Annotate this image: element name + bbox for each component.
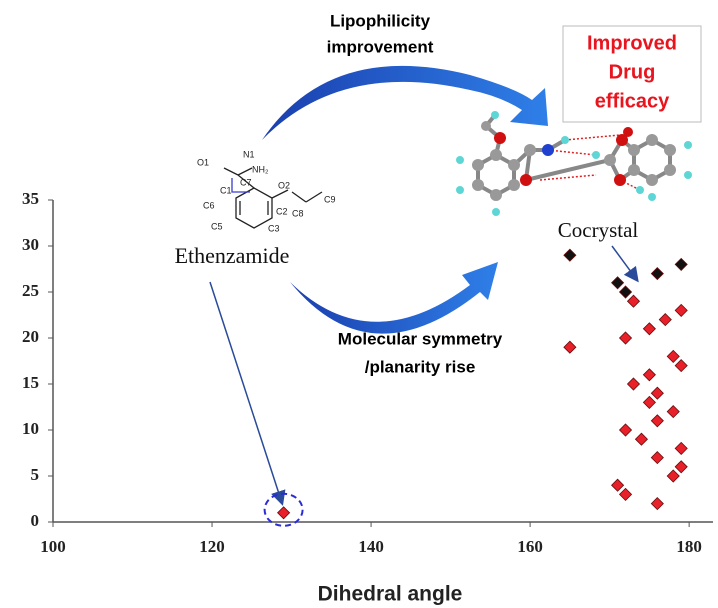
- point: [675, 442, 687, 454]
- annotation: Lipophilicity: [330, 11, 431, 30]
- annotation: improvement: [327, 37, 434, 56]
- point: [651, 387, 663, 399]
- annotation: Improved: [587, 32, 677, 54]
- point: [635, 433, 647, 445]
- atom-label: O1: [197, 157, 209, 167]
- point: [659, 314, 671, 326]
- point: [675, 304, 687, 316]
- point: [612, 479, 624, 491]
- point: [620, 332, 632, 344]
- atom-label: N1: [243, 149, 255, 159]
- atom-label: C9: [324, 194, 336, 204]
- cocrystal-label: Cocrystal: [558, 218, 639, 242]
- annotation: /planarity rise: [365, 357, 476, 376]
- annotation: Drug: [609, 61, 656, 83]
- point: [278, 507, 290, 519]
- y-tick-label: 25: [22, 281, 39, 300]
- atom-label: NH₂: [252, 164, 269, 174]
- atom-label: C2: [276, 206, 288, 216]
- point: [620, 286, 632, 298]
- atom-label: C5: [211, 221, 223, 231]
- chart: Lipophilicity improvement Improved Drug …: [0, 0, 718, 608]
- y-tick-label: 0: [31, 511, 40, 530]
- point: [675, 461, 687, 473]
- annotation: efficacy: [595, 90, 670, 112]
- point: [612, 277, 624, 289]
- x-tick-label: 160: [517, 537, 543, 556]
- atom-label: O2: [278, 180, 290, 190]
- pointer-arrow: [612, 246, 637, 280]
- drug-label: Ethenzamide: [175, 243, 290, 268]
- point: [667, 406, 679, 418]
- atom-label: C7: [240, 177, 252, 187]
- atom-label: C6: [203, 200, 215, 210]
- point: [651, 452, 663, 464]
- point: [564, 249, 576, 261]
- point: [620, 488, 632, 500]
- atom-label: C1: [220, 185, 232, 195]
- x-tick-label: 140: [358, 537, 384, 556]
- top-curved-arrow: [262, 66, 548, 140]
- y-tick-label: 20: [22, 327, 39, 346]
- point: [643, 323, 655, 335]
- y-tick-label: 15: [22, 373, 39, 392]
- point: [651, 415, 663, 427]
- point: [667, 470, 679, 482]
- y-tick-label: 30: [22, 235, 39, 254]
- point: [667, 350, 679, 362]
- point: [651, 498, 663, 510]
- x-tick-label: 180: [676, 537, 702, 556]
- y-tick-label: 10: [22, 419, 39, 438]
- x-tick-label: 100: [40, 537, 66, 556]
- ethenzamide-structure: [224, 168, 322, 228]
- bottom-curved-arrow: [290, 262, 498, 334]
- annotation: Molecular symmetry: [338, 329, 503, 348]
- x-tick-label: 120: [199, 537, 225, 556]
- cocrystal-structure: [456, 111, 692, 216]
- atom-label: C3: [268, 223, 280, 233]
- point: [651, 268, 663, 280]
- x-axis-title: Dihedral angle: [318, 583, 463, 606]
- point: [643, 369, 655, 381]
- point: [620, 424, 632, 436]
- y-tick-label: 35: [22, 189, 39, 208]
- pointer-arrow: [210, 282, 282, 503]
- point: [675, 258, 687, 270]
- point: [627, 295, 639, 307]
- atom-label: C8: [292, 208, 304, 218]
- point: [675, 360, 687, 372]
- point: [564, 341, 576, 353]
- point: [643, 396, 655, 408]
- y-tick-label: 5: [31, 465, 40, 484]
- point: [627, 378, 639, 390]
